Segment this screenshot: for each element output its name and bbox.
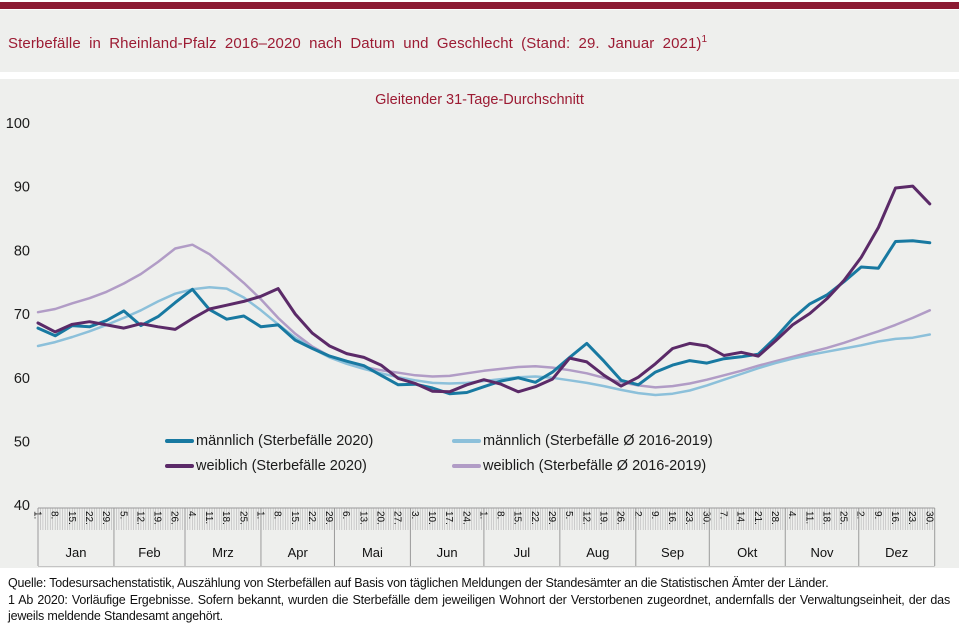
svg-text:22.: 22. xyxy=(529,511,540,525)
legend-swatch-maennlich-avg xyxy=(452,439,481,443)
svg-text:8.: 8. xyxy=(49,511,60,519)
svg-text:22.: 22. xyxy=(306,511,317,525)
svg-text:27.: 27. xyxy=(392,511,403,525)
svg-text:9.: 9. xyxy=(872,511,883,519)
svg-text:17.: 17. xyxy=(443,511,454,525)
svg-text:1.: 1. xyxy=(255,511,266,519)
svg-text:28.: 28. xyxy=(769,511,780,525)
svg-text:1.: 1. xyxy=(32,511,43,519)
svg-text:Mai: Mai xyxy=(362,545,383,560)
svg-text:12.: 12. xyxy=(580,511,591,525)
svg-text:Apr: Apr xyxy=(288,545,309,560)
source-text: Quelle: Todesursachenstatistik, Auszählu… xyxy=(8,576,829,590)
svg-text:23.: 23. xyxy=(683,511,694,525)
svg-text:Sep: Sep xyxy=(661,545,684,560)
svg-text:13.: 13. xyxy=(357,511,368,525)
svg-text:30.: 30. xyxy=(700,511,711,525)
chart-panel: 100 90 80 70 60 50 40 1. 8. 15. 22. 29. 5. 12. 19. 26. 4… xyxy=(0,79,959,568)
svg-text:5.: 5. xyxy=(117,511,128,519)
svg-text:90: 90 xyxy=(14,180,30,196)
svg-text:70: 70 xyxy=(14,307,30,323)
svg-text:1.: 1. xyxy=(477,511,488,519)
svg-text:6.: 6. xyxy=(340,511,351,519)
page-title: Sterbefälle in Rheinland-Pfalz 2016–2020… xyxy=(0,10,959,52)
chart-title: Gleitender 31-Tage-Durchschnitt xyxy=(375,92,584,108)
svg-text:12.: 12. xyxy=(134,511,145,525)
svg-text:15.: 15. xyxy=(289,511,300,525)
svg-text:10.: 10. xyxy=(426,511,437,525)
svg-text:30.: 30. xyxy=(923,511,934,525)
svg-text:15.: 15. xyxy=(512,511,523,525)
svg-text:23.: 23. xyxy=(906,511,917,525)
svg-text:2.: 2. xyxy=(855,511,866,519)
svg-text:60: 60 xyxy=(14,371,30,387)
band-divider xyxy=(0,72,959,79)
svg-text:Mrz: Mrz xyxy=(212,545,234,560)
svg-text:9.: 9. xyxy=(649,511,660,519)
svg-text:16.: 16. xyxy=(666,511,677,525)
svg-text:80: 80 xyxy=(14,243,30,259)
svg-text:16.: 16. xyxy=(889,511,900,525)
svg-text:14.: 14. xyxy=(735,511,746,525)
svg-text:4.: 4. xyxy=(786,511,797,519)
svg-text:15.: 15. xyxy=(66,511,77,525)
svg-text:24.: 24. xyxy=(460,511,471,525)
page-title-text: Sterbefälle in Rheinland-Pfalz 2016–2020… xyxy=(8,35,702,52)
legend-item-weiblich-2020: weiblich (Sterbefälle 2020) xyxy=(165,458,367,474)
footer: Quelle: Todesursachenstatistik, Auszählu… xyxy=(8,575,950,625)
svg-text:Feb: Feb xyxy=(138,545,160,560)
svg-text:5.: 5. xyxy=(563,511,574,519)
svg-text:25.: 25. xyxy=(237,511,248,525)
svg-text:11.: 11. xyxy=(803,511,814,524)
svg-text:Dez: Dez xyxy=(885,545,908,560)
svg-text:Aug: Aug xyxy=(586,545,609,560)
svg-text:29.: 29. xyxy=(546,511,557,525)
svg-text:29.: 29. xyxy=(100,511,111,525)
svg-text:11.: 11. xyxy=(203,511,214,524)
svg-text:7.: 7. xyxy=(718,511,729,519)
svg-text:40: 40 xyxy=(14,498,30,514)
svg-text:Okt: Okt xyxy=(737,545,758,560)
svg-text:8.: 8. xyxy=(495,511,506,519)
svg-text:25.: 25. xyxy=(838,511,849,525)
legend-swatch-weiblich-2020 xyxy=(165,464,194,468)
svg-text:22.: 22. xyxy=(83,511,94,525)
title-footnote-marker: 1 xyxy=(701,34,708,45)
svg-text:19.: 19. xyxy=(598,511,609,525)
svg-text:21.: 21. xyxy=(752,511,763,525)
svg-text:Jan: Jan xyxy=(65,545,86,560)
svg-text:18.: 18. xyxy=(820,511,831,525)
legend-label: weiblich (Sterbefälle Ø 2016-2019) xyxy=(483,458,707,474)
legend-label: weiblich (Sterbefälle 2020) xyxy=(196,458,367,474)
svg-text:20.: 20. xyxy=(375,511,386,525)
legend-item-maennlich-2020: männlich (Sterbefälle 2020) xyxy=(165,433,373,449)
legend-label: männlich (Sterbefälle Ø 2016-2019) xyxy=(483,433,713,449)
svg-text:Jul: Jul xyxy=(514,545,531,560)
svg-text:19.: 19. xyxy=(152,511,163,525)
legend-swatch-maennlich-2020 xyxy=(165,439,194,443)
svg-text:4.: 4. xyxy=(186,511,197,519)
legend-label: männlich (Sterbefälle 2020) xyxy=(196,433,374,449)
svg-text:29.: 29. xyxy=(323,511,334,525)
svg-text:Jun: Jun xyxy=(437,545,458,560)
legend-item-maennlich-avg: männlich (Sterbefälle Ø 2016-2019) xyxy=(452,433,713,449)
svg-text:Nov: Nov xyxy=(810,545,834,560)
svg-text:3.: 3. xyxy=(409,511,420,519)
legend-item-weiblich-avg: weiblich (Sterbefälle Ø 2016-2019) xyxy=(452,458,706,474)
svg-text:18.: 18. xyxy=(220,511,231,525)
svg-text:26.: 26. xyxy=(169,511,180,525)
legend-swatch-weiblich-avg xyxy=(452,464,481,468)
accent-topbar xyxy=(0,2,959,9)
svg-text:26.: 26. xyxy=(615,511,626,525)
svg-text:2.: 2. xyxy=(632,511,643,519)
title-band: Sterbefälle in Rheinland-Pfalz 2016–2020… xyxy=(0,10,959,72)
svg-text:8.: 8. xyxy=(272,511,283,519)
svg-text:100: 100 xyxy=(6,116,30,132)
footnote-text: 1 Ab 2020: Vorläufige Ergebnisse. Sofern… xyxy=(8,592,950,624)
svg-text:50: 50 xyxy=(14,435,30,451)
